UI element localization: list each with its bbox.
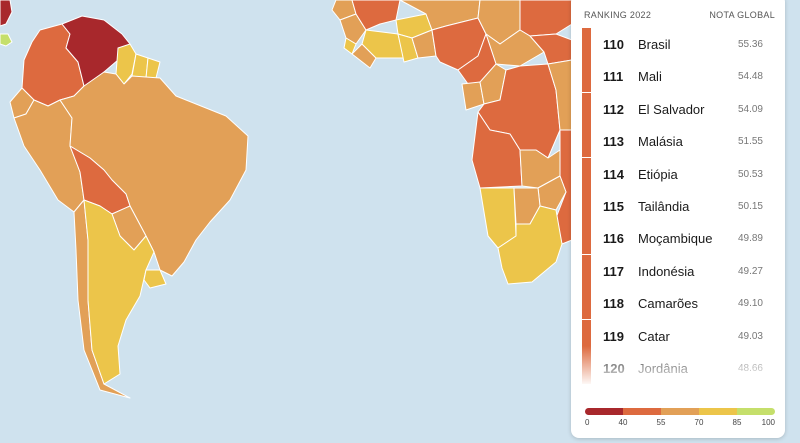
legend-color-bar [585,408,775,415]
legend-tick-label: 70 [694,418,704,427]
ranking-score: 49.89 [737,233,763,245]
ranking-score: 50.15 [737,201,763,212]
ranking-score: 49.10 [737,298,763,310]
ranking-header: RANKING 2022 NOTA GLOBAL [584,10,775,20]
country-uruguay[interactable] [143,269,167,289]
legend-tick-label: 0 [585,418,590,427]
ranking-score: 54.09 [737,103,763,115]
ranking-header-right: NOTA GLOBAL [709,10,775,20]
ranking-color-stripe [582,157,591,190]
ranking-country: Jordânia [638,361,688,376]
country-guatemala[interactable] [0,0,13,27]
ranking-row[interactable]: 119 Catar 49.03 [582,319,776,352]
ranking-score: 49.27 [737,265,763,277]
ranking-row[interactable]: 110 Brasil 55.36 [582,28,776,60]
ranking-row[interactable]: 118 Camarões 49.10 [582,287,776,320]
legend-tick-label: 40 [618,418,628,427]
country-panama[interactable] [0,33,13,47]
ranking-position: 111 [603,69,624,85]
ranking-score: 55.36 [737,39,763,50]
ranking-score: 49.03 [737,330,763,342]
legend-color-segment [699,408,737,415]
legend-color-segment [661,408,699,415]
ranking-country: Malásia [638,134,683,150]
legend-color-segment [585,408,623,415]
ranking-panel: RANKING 2022 NOTA GLOBAL 110 Brasil 55.36 1… [571,0,785,438]
ranking-position: 118 [603,296,624,312]
ranking-row[interactable]: 111 Mali 54.48 [582,60,776,93]
country-cote-divoire[interactable] [361,29,405,59]
legend-color-segment [623,408,661,415]
ranking-position: 113 [603,134,624,150]
legend-ticks: 0 40 55 70 85 100 [585,418,775,430]
ranking-row[interactable]: 117 Indonésia 49.27 [582,254,776,287]
ranking-color-stripe [582,92,591,125]
ranking-color-stripe [582,352,591,384]
ranking-color-stripe [582,125,591,158]
ranking-header-left: RANKING 2022 [584,10,652,20]
ranking-color-stripe [582,287,591,320]
ranking-position: 117 [603,263,624,279]
ranking-position: 114 [603,166,624,182]
ranking-color-stripe [582,60,591,93]
ranking-position: 119 [603,328,624,344]
country-mali[interactable] [351,0,401,31]
ranking-country: Catar [638,328,670,344]
ranking-position: 110 [603,37,624,52]
ranking-color-stripe [582,319,591,352]
ranking-score: 50.53 [737,168,763,180]
ranking-position: 116 [603,231,624,247]
ranking-row[interactable]: 112 El Salvador 54.09 [582,92,776,125]
ranking-country: Etiópia [638,166,678,182]
ranking-country: Mali [638,69,662,85]
legend-tick-label: 55 [656,418,666,427]
legend-tick-label: 100 [761,418,775,427]
ranking-country: Camarões [638,296,698,312]
ranking-score: 51.55 [737,136,763,148]
country-guinea[interactable] [339,13,367,45]
ranking-country: Tailândia [638,199,690,214]
ranking-color-stripe [582,28,591,60]
score-legend: 0 40 55 70 85 100 [585,408,775,430]
ranking-row[interactable]: 114 Etiópia 50.53 [582,157,776,190]
ranking-color-stripe [582,190,591,222]
ranking-country: Moçambique [638,231,713,247]
ranking-position: 115 [603,199,624,214]
ranking-country: El Salvador [638,101,705,117]
ranking-row[interactable]: 113 Malásia 51.55 [582,125,776,158]
legend-tick-label: 85 [732,418,742,427]
ranking-color-stripe [582,254,591,287]
ranking-country: Brasil [638,37,671,52]
ranking-score: 54.48 [737,71,763,83]
legend-color-segment [737,408,775,415]
ranking-position: 112 [603,101,624,117]
ranking-row[interactable]: 115 Tailândia 50.15 [582,190,776,222]
ranking-score: 48.66 [737,363,763,374]
ranking-position: 120 [603,361,625,376]
country-south-africa[interactable] [497,205,563,285]
ranking-list[interactable]: 110 Brasil 55.36 111 Mali 54.48 112 El Salvador… [582,28,776,386]
ranking-row[interactable]: 116 Moçambique 49.89 [582,222,776,255]
country-argentina[interactable] [83,199,155,385]
ranking-row[interactable]: 120 Jordânia 48.66 [582,352,776,384]
ranking-color-stripe [582,222,591,255]
ranking-country: Indonésia [638,263,695,279]
